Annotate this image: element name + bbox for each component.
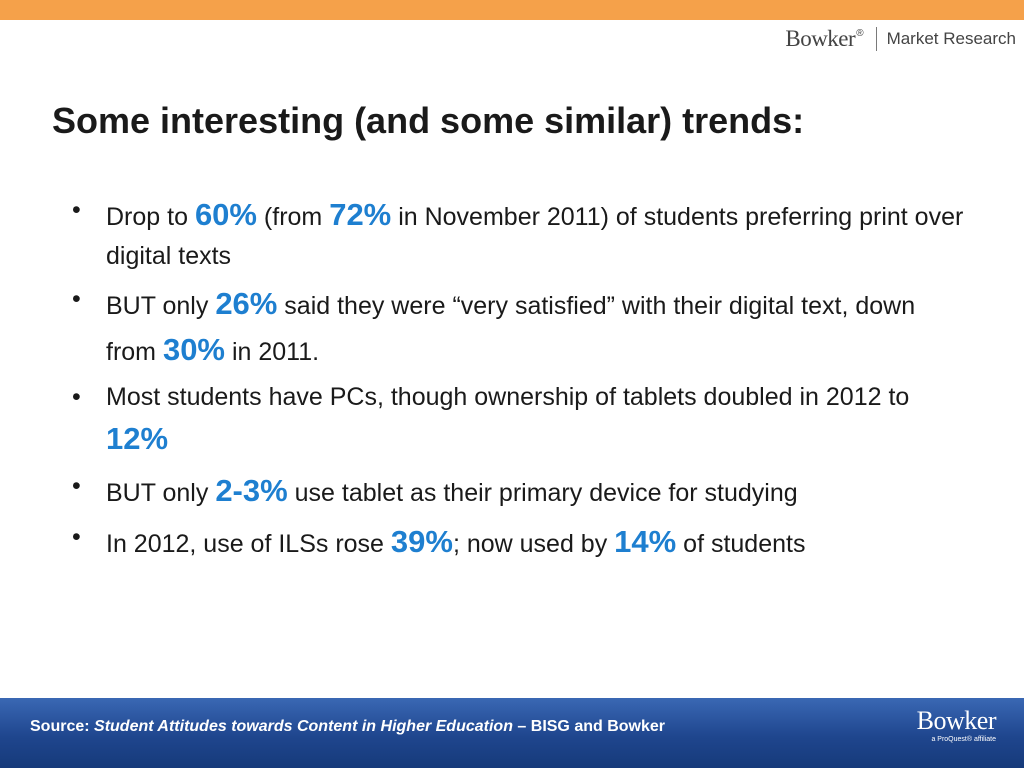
footer-bar: Source: Student Attitudes towards Conten… [0,698,1024,768]
bullet-tablet-ownership: Most students have PCs, though ownership… [72,379,972,462]
logo-wordmark: Bowker [785,26,856,51]
bullet-text: (from [256,203,330,231]
bullet-text: Most students have PCs, though ownership… [106,382,910,411]
highlight-stat: 26% [215,285,278,321]
bullet-ils-usage: In 2012, use of ILSs rose 39%; now used … [72,519,972,565]
highlight-stat: 39% [390,524,453,560]
bullet-text: BUT only [106,291,216,320]
bullet-tablet-primary-device: BUT only 2-3% use tablet as their primar… [72,468,972,514]
source-label: Source: [30,718,95,735]
top-accent-bar [0,0,1024,20]
logo-divider [875,27,877,51]
highlight-stat: 14% [614,524,677,560]
highlight-stat: 60% [194,197,257,232]
highlight-stat: 2-3% [215,472,288,508]
source-publishers: – BISG and Bowker [512,718,666,735]
bullet-text: of students [676,530,806,559]
logo-tagline: Market Research [886,29,1016,48]
bullet-text: use tablet as their primary device for s… [287,478,798,507]
bullet-text: ; now used by [452,530,615,559]
source-citation: Source: Student Attitudes towards Conten… [30,718,665,736]
source-title: Student Attitudes towards Content in Hig… [94,718,513,735]
highlight-stat: 72% [329,197,392,232]
bullet-list: Drop to 60% (from 72% in November 2011) … [72,192,972,571]
logo-registered-mark: ® [856,28,864,39]
highlight-stat: 30% [162,331,225,367]
bowker-market-research-logo: Bowker ® Market Research [785,26,1016,52]
bullet-text: in November 2011) of students preferring… [106,203,964,270]
bullet-text: in 2011. [225,337,320,366]
bullet-text: said they were “very satisfied” with the… [106,291,916,366]
bullet-digital-satisfaction: BUT only 26% said they were “very satisf… [72,281,972,373]
bullet-print-preference: Drop to 60% (from 72% in November 2011) … [72,192,972,275]
slide-title: Some interesting (and some similar) tren… [52,100,805,141]
bullet-text: In 2012, use of ILSs rose [106,530,391,559]
footer-logo-tagline: a ProQuest® affiliate [931,736,996,743]
footer-logo-wordmark: Bowker [916,706,997,735]
bullet-text: BUT only [106,478,216,507]
highlight-stat: 12% [106,420,169,456]
bullet-text: Drop to [106,203,195,231]
bowker-proquest-logo: Bowker a ProQuest® affiliate [916,706,997,744]
